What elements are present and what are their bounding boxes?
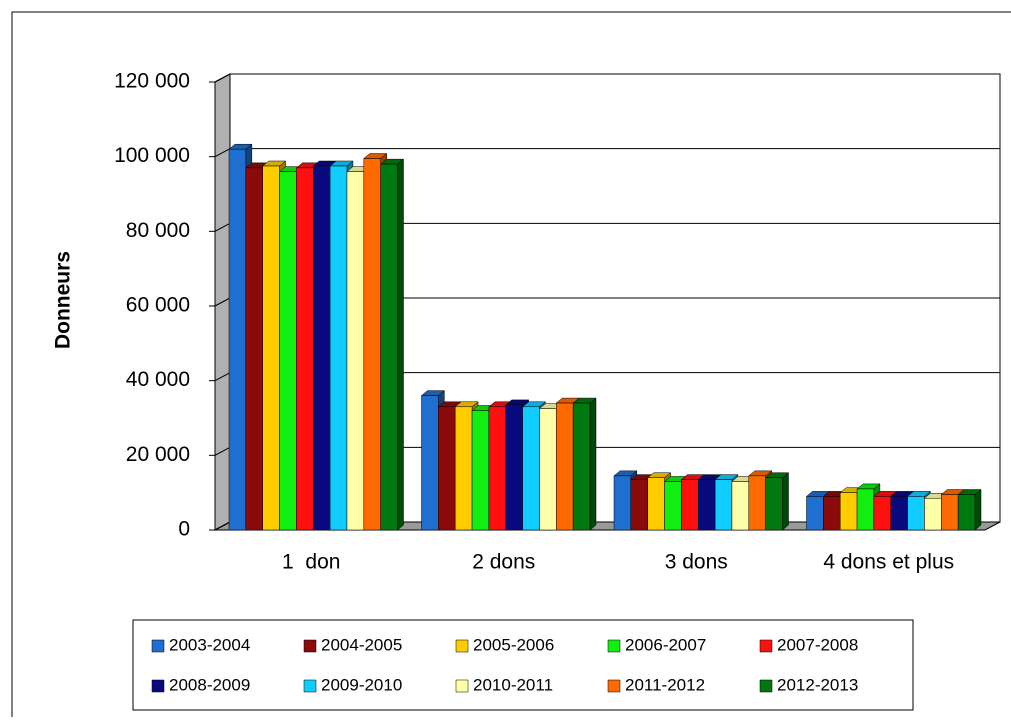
bar bbox=[522, 406, 540, 531]
bar-side bbox=[397, 158, 404, 531]
bar bbox=[856, 488, 875, 531]
legend-label: 2005-2006 bbox=[473, 635, 554, 654]
bar bbox=[539, 408, 557, 531]
legend-marker bbox=[151, 639, 165, 653]
legend-box bbox=[132, 619, 914, 711]
bar bbox=[454, 406, 473, 531]
bar bbox=[731, 481, 750, 531]
bar bbox=[748, 475, 766, 531]
bar bbox=[806, 496, 824, 531]
bar bbox=[613, 475, 632, 531]
x-tick-label: 2 dons bbox=[472, 551, 535, 574]
legend-marker bbox=[759, 679, 773, 693]
grid-line-side bbox=[214, 73, 231, 83]
x-tick-label: 3 dons bbox=[665, 551, 728, 574]
legend-label: 2011-2012 bbox=[625, 675, 705, 694]
grid-line-side bbox=[214, 521, 231, 531]
y-tick-label: 120 000 bbox=[114, 70, 190, 93]
legend-marker bbox=[303, 639, 317, 653]
legend-marker bbox=[607, 679, 621, 693]
grid-line-side bbox=[214, 297, 231, 307]
grid-line-side bbox=[214, 372, 231, 382]
y-tick-label: 60 000 bbox=[126, 294, 190, 317]
bar-side bbox=[589, 397, 597, 531]
grid-line-side bbox=[214, 446, 231, 456]
y-tick-label: 80 000 bbox=[126, 219, 190, 242]
bar bbox=[245, 167, 263, 531]
bar bbox=[329, 165, 348, 531]
legend-label: 2008-2009 bbox=[169, 675, 250, 694]
bar bbox=[346, 171, 365, 531]
legend-marker bbox=[151, 679, 165, 693]
bar bbox=[471, 410, 490, 531]
legend-marker bbox=[607, 639, 621, 653]
legend-marker bbox=[455, 639, 469, 653]
bar bbox=[228, 148, 247, 531]
bar bbox=[647, 477, 665, 531]
y-tick-label: 20 000 bbox=[126, 443, 190, 466]
bar bbox=[873, 496, 892, 531]
y-tick-label: 100 000 bbox=[114, 144, 190, 167]
legend-label: 2007-2008 bbox=[777, 635, 858, 654]
bar bbox=[698, 479, 716, 531]
bar bbox=[556, 402, 574, 531]
bar-side bbox=[782, 472, 789, 531]
bar bbox=[279, 171, 297, 531]
grid-line-side bbox=[214, 222, 231, 232]
bar bbox=[505, 404, 523, 531]
bar bbox=[924, 498, 942, 531]
legend-label: 2009-2010 bbox=[321, 675, 402, 694]
bar bbox=[380, 163, 398, 531]
bar bbox=[839, 492, 858, 531]
legend-marker bbox=[759, 639, 773, 653]
bar bbox=[941, 494, 959, 531]
legend-label: 2004-2005 bbox=[321, 635, 402, 654]
x-tick-label: 1 don bbox=[282, 551, 340, 574]
bar bbox=[765, 477, 783, 531]
legend-label: 2003-2004 bbox=[169, 635, 250, 654]
bar bbox=[488, 406, 506, 531]
bar bbox=[907, 496, 925, 531]
legend-label: 2010-2011 bbox=[473, 675, 553, 694]
bar bbox=[957, 494, 976, 531]
y-tick-label: 40 000 bbox=[126, 368, 190, 391]
legend-marker bbox=[455, 679, 469, 693]
bar bbox=[572, 402, 591, 531]
x-tick-label: 4 dons et plus bbox=[823, 551, 954, 574]
bar bbox=[313, 165, 331, 531]
y-tick-label: 0 bbox=[178, 518, 190, 541]
bar-side bbox=[974, 488, 982, 531]
legend-label: 2012-2013 bbox=[777, 675, 858, 694]
bar bbox=[262, 165, 280, 531]
bar bbox=[421, 395, 439, 531]
bar bbox=[630, 479, 648, 531]
bar bbox=[438, 406, 456, 531]
bar bbox=[823, 496, 841, 531]
grid-line-side bbox=[214, 148, 231, 158]
bar bbox=[363, 158, 381, 531]
bar bbox=[890, 496, 908, 531]
legend-label: 2006-2007 bbox=[625, 635, 706, 654]
bar bbox=[664, 481, 682, 531]
bar bbox=[296, 167, 314, 531]
legend-marker bbox=[303, 679, 317, 693]
bar bbox=[714, 479, 733, 531]
bar bbox=[681, 479, 699, 531]
y-axis-label: Donneurs bbox=[52, 251, 75, 349]
